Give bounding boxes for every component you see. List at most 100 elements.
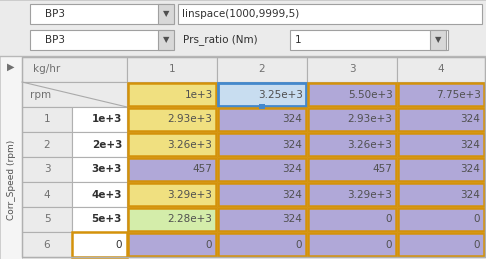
Text: 3.29e+3: 3.29e+3 (347, 190, 392, 199)
Text: 1: 1 (44, 114, 51, 125)
Text: Corr_Speed (rpm): Corr_Speed (rpm) (6, 140, 16, 220)
Text: 5: 5 (44, 214, 51, 225)
Text: ▼: ▼ (435, 35, 441, 45)
Bar (22, 57, 485, 257)
Text: 3e+3: 3e+3 (92, 164, 122, 175)
Bar (128, 208, 216, 231)
Text: 324: 324 (282, 140, 302, 149)
Text: 2: 2 (259, 64, 265, 75)
Bar (307, 57, 397, 82)
Bar (72, 107, 127, 132)
Text: 3: 3 (44, 164, 51, 175)
Text: linspace(1000,9999,5): linspace(1000,9999,5) (182, 9, 299, 19)
Text: BP3: BP3 (45, 9, 65, 19)
Text: kg/hr: kg/hr (34, 64, 61, 75)
Text: 0: 0 (473, 240, 480, 249)
Text: 5e+3: 5e+3 (92, 214, 122, 225)
Bar (0, 0, 486, 1)
Text: 0: 0 (473, 214, 480, 225)
Text: 0: 0 (385, 214, 392, 225)
Bar (72, 232, 127, 257)
Text: 3.29e+3: 3.29e+3 (167, 190, 212, 199)
Bar (259, 104, 265, 109)
Bar (290, 30, 448, 50)
Text: 1e+3: 1e+3 (185, 90, 213, 99)
Bar (72, 157, 127, 182)
Bar (22, 82, 127, 107)
Bar (128, 83, 216, 106)
Bar (217, 57, 307, 82)
Bar (218, 233, 306, 256)
Text: 7.75e+3: 7.75e+3 (436, 90, 481, 99)
Text: BP3: BP3 (45, 35, 65, 45)
Text: Prs_ratio (Nm): Prs_ratio (Nm) (183, 34, 258, 45)
Bar (218, 133, 306, 156)
Bar (398, 158, 484, 181)
Text: 1: 1 (295, 35, 302, 45)
Bar (218, 83, 306, 106)
Text: 2e+3: 2e+3 (92, 140, 122, 149)
Text: 3: 3 (348, 64, 355, 75)
Bar (158, 30, 174, 50)
Bar (22, 157, 72, 182)
Text: 3.26e+3: 3.26e+3 (167, 140, 212, 149)
Bar (128, 233, 216, 256)
Text: 3.25e+3: 3.25e+3 (258, 90, 303, 99)
Text: 2: 2 (44, 140, 51, 149)
Bar (308, 233, 396, 256)
Bar (397, 57, 485, 82)
Text: 3.26e+3: 3.26e+3 (347, 140, 392, 149)
Bar (218, 108, 306, 131)
Text: ▶: ▶ (7, 62, 15, 72)
Text: ▼: ▼ (163, 10, 169, 18)
Bar (218, 208, 306, 231)
Text: 2.93e+3: 2.93e+3 (167, 114, 212, 125)
Bar (72, 182, 127, 207)
Text: 0: 0 (295, 240, 302, 249)
Bar (178, 4, 482, 24)
Bar (398, 183, 484, 206)
Text: 324: 324 (460, 140, 480, 149)
Bar (30, 30, 170, 50)
Bar (22, 132, 72, 157)
Text: 324: 324 (282, 164, 302, 175)
Text: 324: 324 (460, 164, 480, 175)
Text: rpm: rpm (30, 90, 51, 100)
Bar (398, 208, 484, 231)
Text: 0: 0 (206, 240, 212, 249)
Text: 457: 457 (372, 164, 392, 175)
Bar (308, 108, 396, 131)
Text: ▼: ▼ (163, 35, 169, 45)
Bar (72, 132, 127, 157)
Text: 4e+3: 4e+3 (91, 190, 122, 199)
Bar (72, 207, 127, 232)
Text: 324: 324 (460, 114, 480, 125)
Bar (158, 4, 174, 24)
Text: 0: 0 (116, 240, 122, 249)
Bar (22, 182, 72, 207)
Bar (128, 133, 216, 156)
Text: 0: 0 (385, 240, 392, 249)
Bar (218, 183, 306, 206)
Bar (128, 183, 216, 206)
Bar (128, 158, 216, 181)
Text: 5.50e+3: 5.50e+3 (348, 90, 393, 99)
Text: 1e+3: 1e+3 (92, 114, 122, 125)
Text: 324: 324 (282, 114, 302, 125)
Bar (398, 83, 484, 106)
Bar (22, 207, 72, 232)
Text: 324: 324 (282, 190, 302, 199)
Text: 1: 1 (169, 64, 175, 75)
Bar (308, 158, 396, 181)
Bar (398, 133, 484, 156)
Bar (30, 4, 170, 24)
Bar (308, 83, 396, 106)
Bar (308, 133, 396, 156)
Bar (308, 208, 396, 231)
Text: 324: 324 (460, 190, 480, 199)
Text: 2.93e+3: 2.93e+3 (347, 114, 392, 125)
Bar (308, 183, 396, 206)
Bar (22, 232, 72, 257)
Bar (398, 233, 484, 256)
Text: 4: 4 (438, 64, 444, 75)
